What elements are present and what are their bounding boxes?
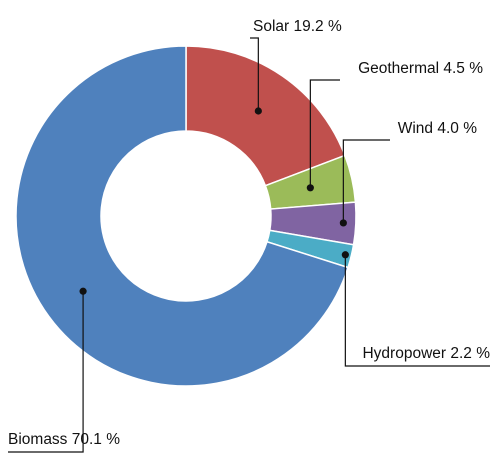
leader-line-geothermal (309, 79, 340, 188)
leader-dot-hydropower (341, 251, 349, 259)
slices-group (15, 45, 357, 387)
leader-line-hydropower (344, 254, 490, 367)
leader-line-wind (342, 139, 390, 223)
leaders-group (8, 37, 490, 453)
leader-dot-geothermal (306, 184, 314, 192)
slice-biomass (15, 45, 349, 387)
leader-dot-solar (254, 107, 262, 115)
leader-dot-biomass (79, 287, 87, 295)
data-label-hydropower: Hydropower 2.2 % (362, 345, 490, 362)
data-label-wind: Wind 4.0 % (398, 120, 477, 137)
leader-line-solar (250, 37, 259, 111)
leader-line-biomass (8, 291, 84, 453)
data-label-geothermal: Geothermal 4.5 % (358, 60, 483, 77)
labels-group: Solar 19.2 % Geothermal 4.5 % Wind 4.0 %… (8, 18, 490, 448)
data-label-solar: Solar 19.2 % (253, 18, 342, 35)
data-label-biomass: Biomass 70.1 % (8, 431, 120, 448)
leader-dot-wind (339, 219, 347, 227)
slice-solar (185, 45, 346, 187)
